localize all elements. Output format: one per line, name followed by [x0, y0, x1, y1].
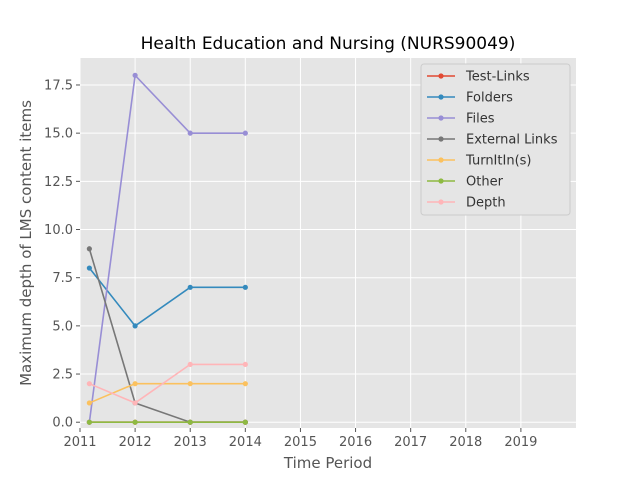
data-point	[187, 284, 193, 290]
legend-item: External Links	[427, 133, 558, 148]
x-tick-label: 2014	[229, 435, 262, 450]
y-tick-label: 0.0	[52, 416, 73, 431]
chart-title: Health Education and Nursing (NURS90049)	[141, 34, 516, 54]
legend-label: Other	[466, 175, 504, 190]
x-axis-label: Time Period	[283, 454, 372, 472]
data-point	[86, 419, 92, 425]
series-line	[89, 363, 246, 404]
legend-item: Folders	[427, 91, 513, 106]
legend-box	[420, 63, 571, 216]
data-point	[242, 284, 248, 290]
legend-label: Test-Links	[465, 70, 530, 85]
data-point	[187, 130, 193, 136]
legend-label: Depth	[466, 196, 506, 211]
legend-item: TurnItIn(s)	[427, 154, 531, 169]
series-line	[88, 267, 246, 327]
data-point	[187, 381, 193, 387]
data-point	[86, 381, 92, 387]
data-point	[132, 323, 138, 329]
data-point	[86, 246, 92, 252]
legend-swatch-marker	[438, 115, 444, 121]
data-point	[86, 265, 92, 271]
data-point	[132, 400, 138, 406]
data-point	[132, 419, 138, 425]
x-tick-label: 2011	[63, 435, 96, 450]
x-tick-label: 2019	[504, 435, 537, 450]
y-axis-label: Maximum depth of LMS content items	[17, 100, 35, 386]
legend: Test-Links Folders Files External Links Turn…	[420, 63, 571, 216]
y-tick-label: 10.0	[44, 223, 73, 238]
series-folders	[86, 265, 248, 329]
y-tick-label: 17.5	[44, 78, 73, 93]
series-depth	[86, 361, 248, 406]
data-point	[187, 361, 193, 368]
legend-item: Test-Links	[427, 70, 530, 85]
data-point	[242, 381, 248, 387]
x-tick-label: 2016	[339, 435, 372, 450]
legend-swatch-marker	[438, 73, 444, 79]
y-tick-label: 2.5	[52, 368, 73, 383]
x-tick-label: 2018	[449, 435, 482, 450]
data-point	[132, 381, 138, 387]
legend-swatch-marker	[438, 199, 444, 205]
x-axis-ticks: 2011 2012 2013 2014 2015 2016 2017 2018 2019	[63, 428, 537, 450]
legend-label: Files	[466, 112, 495, 127]
legend-swatch-marker	[438, 94, 444, 100]
legend-swatch-marker	[438, 136, 444, 142]
y-tick-label: 12.5	[44, 175, 73, 190]
data-point	[132, 72, 138, 78]
legend-swatch-marker	[438, 178, 444, 184]
legend-item: Files	[427, 112, 495, 127]
y-tick-label: 5.0	[52, 319, 73, 334]
y-tick-label: 15.0	[44, 127, 73, 142]
x-tick-label: 2012	[119, 435, 152, 450]
data-point	[242, 130, 248, 136]
series-other	[86, 419, 248, 425]
x-tick-label: 2015	[284, 435, 317, 450]
x-tick-label: 2013	[174, 435, 207, 450]
legend-item: Depth	[427, 196, 506, 211]
data-point	[187, 419, 193, 425]
data-point	[242, 419, 248, 425]
series-layer	[86, 72, 248, 425]
legend-label: Folders	[466, 91, 513, 106]
y-axis-ticks: 0.0 2.5 5.0 7.5 10.0 12.5 15.0 17.5	[44, 78, 80, 431]
x-tick-label: 2017	[394, 435, 427, 450]
series-line	[88, 73, 246, 423]
y-tick-label: 7.5	[52, 271, 73, 286]
data-point	[242, 361, 248, 368]
legend-label: TurnItIn(s)	[465, 154, 531, 169]
legend-label: External Links	[466, 133, 558, 148]
legend-swatch-marker	[438, 157, 444, 163]
legend-item: Other	[427, 175, 504, 190]
data-point	[86, 400, 92, 406]
